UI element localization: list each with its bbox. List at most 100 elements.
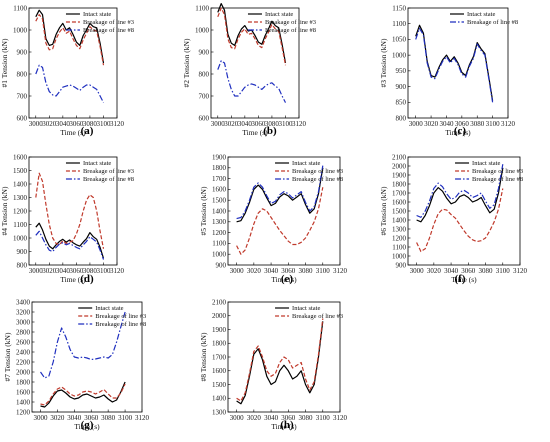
y-tick-label: 1000 (13, 234, 28, 242)
y-tick-label: 1000 (195, 26, 210, 34)
legend-entry: Breakage of line #8 (472, 176, 523, 183)
y-tick-label: 2100 (392, 153, 407, 161)
x-axis-label: Time (s) (60, 128, 86, 137)
legend-entry: Intact state (472, 160, 500, 167)
y-tick-label: 1400 (212, 207, 227, 215)
y-tick-label: 850 (396, 99, 407, 107)
y-tick-label: 2400 (16, 348, 31, 356)
y-tick-label: 1600 (13, 153, 28, 161)
y-tick-label: 3000 (16, 318, 31, 326)
y-tick-label: 1400 (392, 216, 407, 224)
legend-entry: Breakage of line #3 (265, 19, 316, 26)
panel-label: (a) (81, 125, 94, 137)
legend-entry: Breakage of line #8 (83, 27, 134, 34)
y-tick-label: 1400 (13, 180, 28, 188)
series-line-line3 (236, 187, 324, 255)
legend-entry: Intact state (95, 305, 123, 312)
x-axis-label: Time (s) (271, 422, 297, 431)
x-axis-label: Time (s) (74, 422, 100, 431)
chart-panel-4: 3000 3020 3040 3060 3080 3100 3120 800 900 1000 11… (0, 153, 134, 285)
x-tick-label: 3080 (299, 414, 314, 422)
x-tick-label: 3100 (486, 120, 501, 128)
y-tick-label: 1200 (392, 234, 407, 242)
x-tick-label: 3040 (264, 267, 279, 275)
y-tick-label: 1300 (212, 408, 227, 416)
y-tick-label: 1500 (212, 381, 227, 389)
y-tick-label: 700 (17, 92, 28, 100)
y-tick-label: 800 (199, 70, 210, 78)
x-tick-label: 3080 (479, 267, 494, 275)
y-axis-label: #3 Tension (kN) (379, 38, 388, 87)
x-axis-label: Time (s) (271, 275, 297, 284)
legend-entry: Breakage of line #3 (83, 19, 134, 26)
x-tick-label: 3080 (265, 120, 280, 128)
y-tick-label: 1000 (13, 26, 28, 34)
y-tick-label: 1000 (392, 252, 407, 260)
panel-label: (c) (454, 125, 467, 137)
series-line-line3 (35, 172, 105, 249)
y-tick-label: 900 (396, 261, 407, 269)
y-tick-label: 1100 (195, 4, 209, 12)
x-tick-label: 3020 (247, 267, 262, 275)
y-tick-label: 1300 (13, 194, 28, 202)
y-tick-label: 3200 (16, 308, 31, 316)
legend-entry: Breakage of line #8 (265, 27, 316, 34)
legend-entry: Intact state (83, 11, 111, 18)
y-axis-label: #2 Tension (kN) (182, 38, 191, 87)
y-axis-label: #6 Tension (kN) (379, 186, 388, 235)
x-tick-label: 3120 (110, 267, 125, 275)
x-tick-label: 3100 (118, 414, 133, 422)
y-axis-label: #7 Tension (kN) (3, 332, 12, 381)
x-tick-label: 3080 (83, 120, 98, 128)
y-tick-label: 1200 (13, 207, 28, 215)
x-tick-label: 3020 (427, 267, 442, 275)
y-tick-label: 1150 (392, 4, 406, 12)
x-tick-label: 3060 (84, 414, 99, 422)
x-tick-label: 3040 (444, 267, 459, 275)
panel-label: (b) (263, 125, 277, 137)
y-tick-label: 2800 (16, 328, 31, 336)
series-line-line8 (416, 164, 504, 218)
y-axis-label: #4 Tension (kN) (0, 186, 9, 235)
x-tick-label: 3020 (247, 414, 262, 422)
y-tick-label: 1700 (392, 189, 407, 197)
x-tick-label: 3100 (496, 267, 511, 275)
series-line-line3 (236, 318, 324, 402)
y-tick-label: 900 (199, 48, 210, 56)
y-tick-label: 1900 (392, 171, 407, 179)
legend-entry: Breakage of line #8 (467, 19, 518, 26)
y-tick-label: 900 (17, 48, 28, 56)
x-tick-label: 3020 (42, 267, 57, 275)
x-tick-label: 3120 (292, 120, 307, 128)
y-tick-label: 900 (216, 261, 227, 269)
x-tick-label: 3000 (409, 120, 424, 128)
x-tick-label: 3080 (83, 267, 98, 275)
y-tick-label: 950 (396, 67, 407, 75)
y-tick-label: 1100 (13, 4, 27, 12)
legend-entry: Intact state (292, 160, 320, 167)
legend-entry: Breakage of line #8 (83, 176, 134, 183)
chart-panel-3: 3000 3020 3040 3060 3080 3100 3120 800 850 900 950… (379, 4, 518, 137)
y-tick-label: 1600 (16, 388, 31, 396)
legend-entry: Breakage of line #3 (292, 168, 343, 175)
x-tick-label: 3100 (278, 120, 293, 128)
y-tick-label: 1000 (212, 251, 227, 259)
panel-label: (e) (281, 273, 294, 285)
series-line-line8 (40, 311, 126, 379)
x-tick-label: 3100 (316, 267, 331, 275)
y-tick-label: 1800 (212, 164, 227, 172)
y-tick-label: 1400 (212, 395, 227, 403)
y-tick-label: 1600 (392, 198, 407, 206)
legend-entry: Breakage of line #3 (472, 168, 523, 175)
x-tick-label: 3040 (238, 120, 253, 128)
y-tick-label: 1200 (16, 408, 31, 416)
y-tick-label: 1400 (16, 398, 31, 406)
y-tick-label: 900 (396, 83, 407, 91)
y-tick-label: 700 (199, 92, 210, 100)
series-line-line3 (217, 7, 287, 66)
y-tick-label: 1500 (13, 167, 28, 175)
legend-entry: Intact state (265, 11, 293, 18)
chart-panel-5: 3000 3020 3040 3060 3080 3100 3120 900 1000 1100 1… (199, 153, 348, 285)
y-tick-label: 1300 (212, 218, 227, 226)
y-tick-label: 1100 (392, 20, 406, 28)
